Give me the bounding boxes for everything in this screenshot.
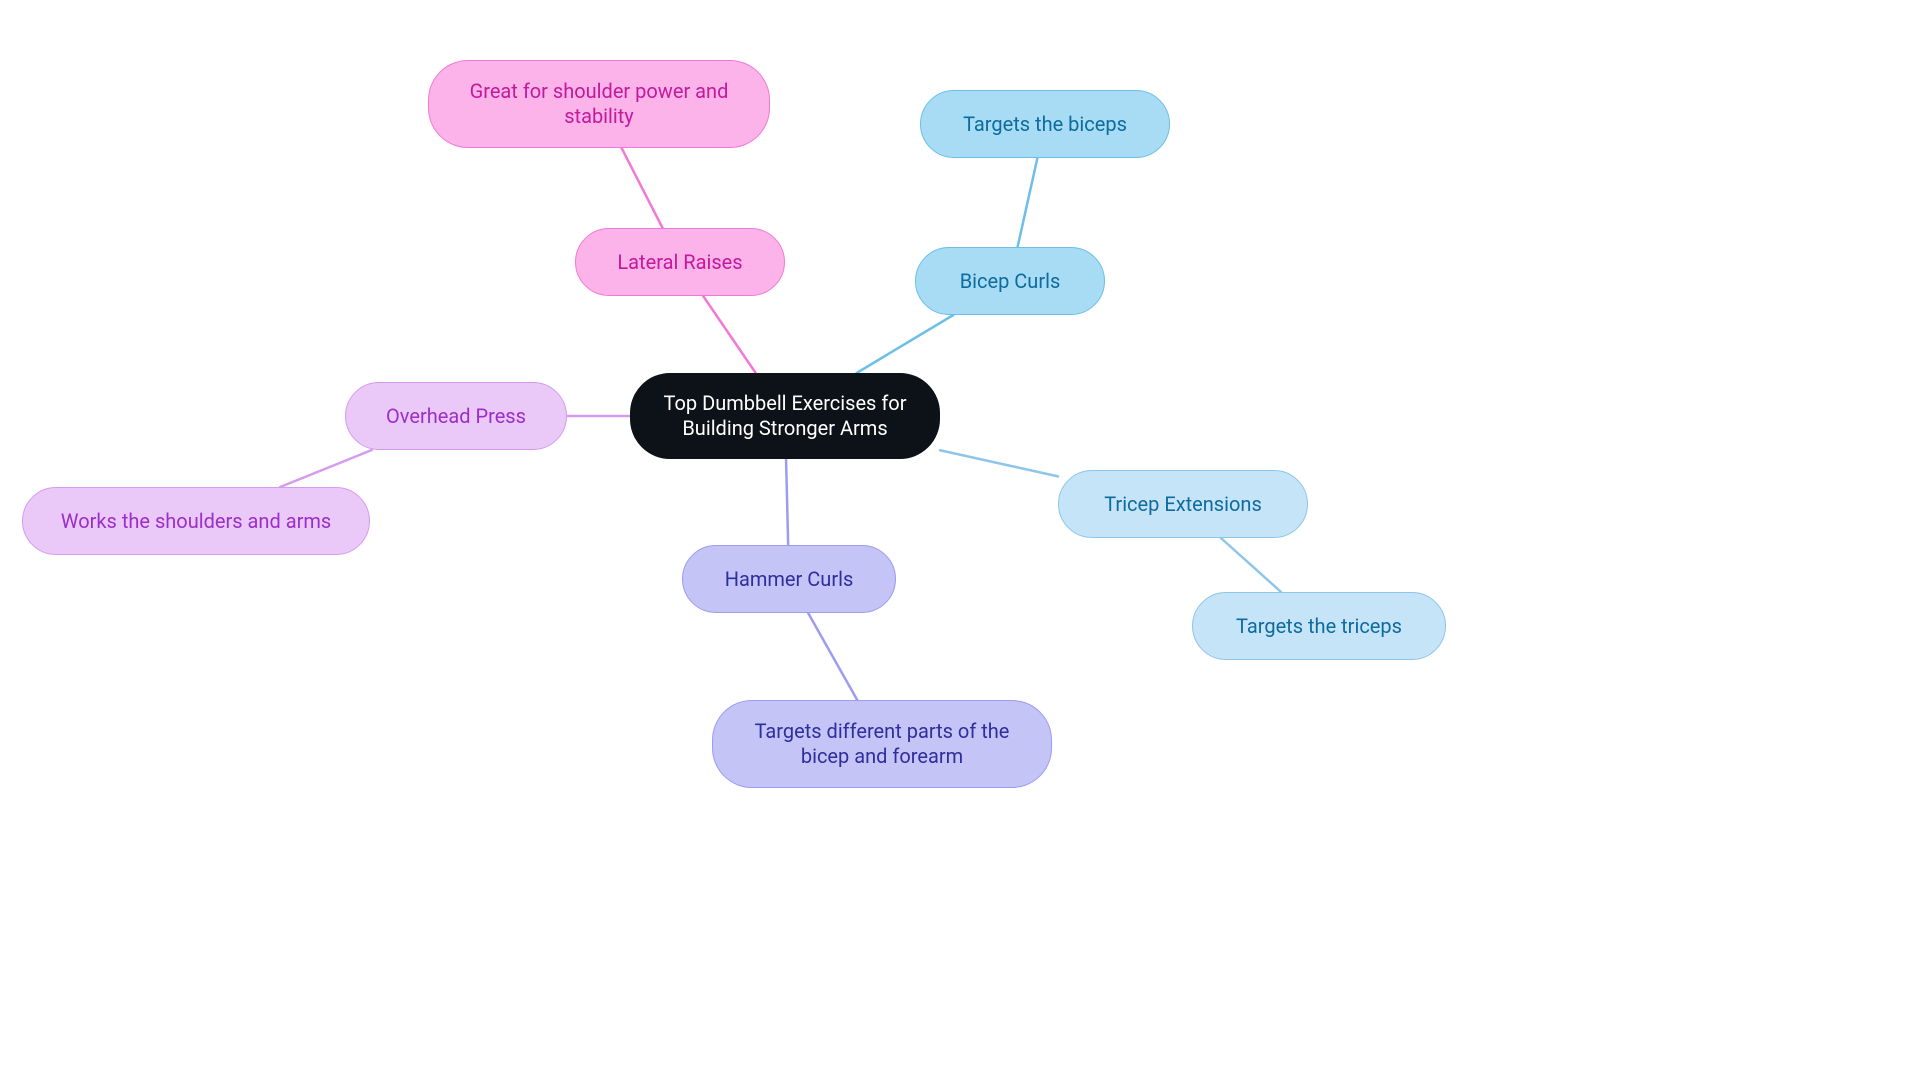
node-bicep-desc[interactable]: Targets the biceps — [920, 90, 1170, 158]
node-overhead-desc[interactable]: Works the shoulders and arms — [22, 487, 370, 555]
edge-root-tricep — [940, 450, 1058, 476]
edge-bicep-bicep-desc — [1018, 158, 1038, 247]
node-label: Tricep Extensions — [1104, 492, 1262, 517]
edge-root-lateral — [703, 296, 756, 373]
node-tricep[interactable]: Tricep Extensions — [1058, 470, 1308, 538]
node-label: Top Dumbbell Exercises for Building Stro… — [655, 391, 915, 441]
node-lateral-desc[interactable]: Great for shoulder power and stability — [428, 60, 770, 148]
node-label: Works the shoulders and arms — [61, 509, 331, 534]
node-label: Lateral Raises — [617, 250, 742, 275]
node-overhead[interactable]: Overhead Press — [345, 382, 567, 450]
node-label: Hammer Curls — [725, 567, 854, 592]
node-label: Targets different parts of the bicep and… — [737, 719, 1027, 769]
node-label: Targets the biceps — [963, 112, 1127, 137]
node-bicep[interactable]: Bicep Curls — [915, 247, 1105, 315]
edge-root-bicep — [857, 315, 954, 373]
edge-lateral-lateral-desc — [622, 148, 663, 228]
node-label: Bicep Curls — [960, 269, 1061, 294]
edge-overhead-overhead-desc — [280, 450, 372, 487]
node-label: Great for shoulder power and stability — [453, 79, 745, 129]
node-hammer-desc[interactable]: Targets different parts of the bicep and… — [712, 700, 1052, 788]
node-root[interactable]: Top Dumbbell Exercises for Building Stro… — [630, 373, 940, 459]
edge-tricep-tricep-desc — [1221, 538, 1281, 592]
edge-root-hammer — [786, 459, 788, 545]
node-tricep-desc[interactable]: Targets the triceps — [1192, 592, 1446, 660]
node-label: Overhead Press — [386, 404, 526, 429]
node-hammer[interactable]: Hammer Curls — [682, 545, 896, 613]
node-lateral[interactable]: Lateral Raises — [575, 228, 785, 296]
edge-hammer-hammer-desc — [808, 613, 857, 700]
node-label: Targets the triceps — [1236, 614, 1402, 639]
